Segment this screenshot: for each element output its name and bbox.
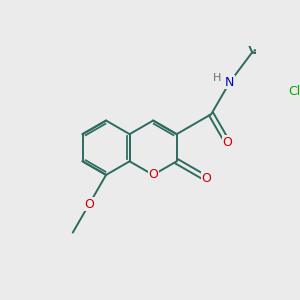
- Text: Cl: Cl: [288, 85, 300, 98]
- Text: O: O: [84, 198, 94, 211]
- Text: O: O: [201, 172, 211, 185]
- Text: O: O: [223, 136, 232, 149]
- Text: O: O: [148, 168, 158, 182]
- Text: N: N: [225, 76, 235, 88]
- Text: H: H: [213, 74, 221, 83]
